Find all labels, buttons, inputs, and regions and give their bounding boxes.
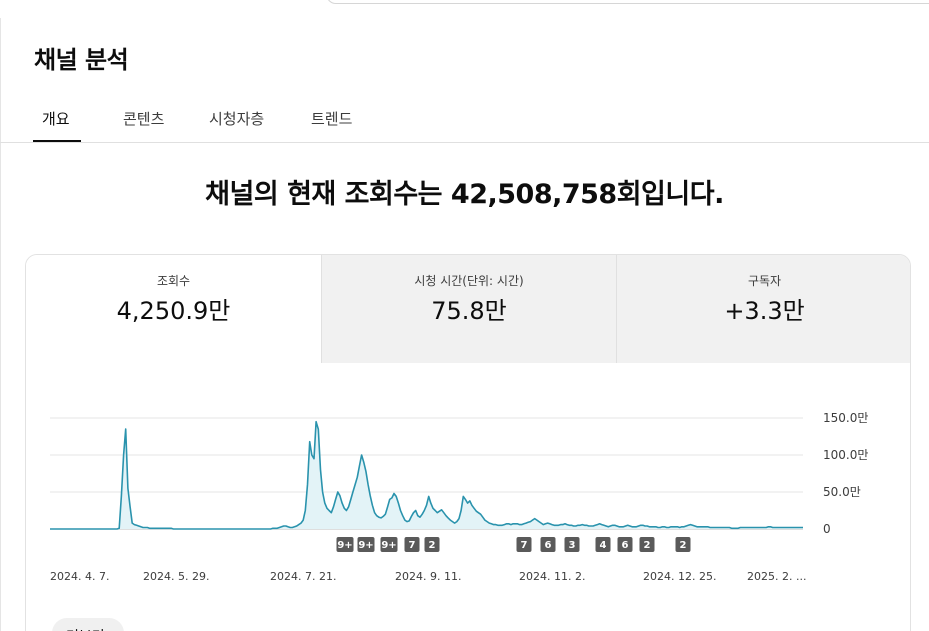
page-title: 채널 분석 <box>34 46 129 74</box>
total-views-headline: 채널의 현재 조회수는 42,508,758회입니다. <box>205 179 724 210</box>
video-marker-box <box>357 537 375 552</box>
x-tick-label: 2024. 5. 29. <box>143 570 209 583</box>
y-tick-label: 0 <box>823 522 831 536</box>
video-marker[interactable]: 6 <box>617 537 633 552</box>
video-marker[interactable]: 2 <box>639 537 655 552</box>
video-marker-box <box>336 537 354 552</box>
video-marker-label: 9+ <box>337 540 352 551</box>
x-tick-label: 2025. 2. ... <box>747 570 806 583</box>
tab-content[interactable]: 콘텐츠 <box>123 110 165 128</box>
video-marker-label: 7 <box>409 540 416 551</box>
video-marker-box <box>380 537 398 552</box>
video-marker-label: 2 <box>680 540 687 551</box>
video-marker-label: 2 <box>429 540 436 551</box>
x-tick-label: 2024. 11. 2. <box>519 570 585 583</box>
video-marker-label: 7 <box>521 540 528 551</box>
video-marker-box <box>516 537 532 552</box>
active-tab-indicator <box>33 140 81 142</box>
video-marker-box <box>617 537 633 552</box>
metrics-card: 조회수 4,250.9만 시청 시간(단위: 시간) 75.8만 구독자 +3.… <box>25 254 911 631</box>
y-tick-label: 150.0만 <box>823 411 868 425</box>
video-marker-label: 9+ <box>358 540 373 551</box>
video-marker-box <box>639 537 655 552</box>
video-marker[interactable]: 2 <box>424 537 440 552</box>
video-marker-label: 6 <box>545 540 552 551</box>
top-bar <box>0 0 929 18</box>
video-marker-box <box>595 537 611 552</box>
tab-overview[interactable]: 개요 <box>42 110 70 128</box>
x-tick-label: 2024. 4. 7. <box>50 570 109 583</box>
video-marker-label: 3 <box>569 540 576 551</box>
video-marker-label: 4 <box>600 540 607 551</box>
video-marker-label: 6 <box>622 540 629 551</box>
y-tick-label: 100.0만 <box>823 448 868 462</box>
metric-views-value: 4,250.9만 <box>116 297 231 325</box>
video-marker-box <box>404 537 420 552</box>
video-marker-label: 9+ <box>381 540 396 551</box>
sidebar-divider <box>0 18 1 631</box>
video-marker[interactable]: 4 <box>595 537 611 552</box>
x-tick-label: 2024. 12. 25. <box>643 570 716 583</box>
metric-views[interactable]: 조회수 4,250.9만 <box>26 255 321 363</box>
metric-watch-time-label: 시청 시간(단위: 시간) <box>414 274 524 288</box>
video-marker[interactable]: 2 <box>675 537 691 552</box>
video-marker-label: 2 <box>644 540 651 551</box>
tab-audience[interactable]: 시청자층 <box>209 110 265 128</box>
series-area <box>50 421 803 529</box>
video-marker[interactable]: 9+ <box>380 537 398 552</box>
metric-watch-time-value: 75.8만 <box>431 297 507 325</box>
video-marker-box <box>540 537 556 552</box>
more-button[interactable]: 더보기 <box>52 618 124 631</box>
video-marker[interactable]: 6 <box>540 537 556 552</box>
video-marker[interactable]: 9+ <box>357 537 375 552</box>
tab-trends[interactable]: 트렌드 <box>311 110 353 128</box>
tab-bar: 개요 콘텐츠 시청자층 트렌드 <box>0 100 929 143</box>
metric-subscribers[interactable]: 구독자 +3.3만 <box>616 255 910 363</box>
metric-subscribers-value: +3.3만 <box>724 297 805 325</box>
metric-views-label: 조회수 <box>156 274 191 288</box>
y-tick-label: 50.0만 <box>823 485 861 499</box>
video-marker-box <box>424 537 440 552</box>
video-marker[interactable]: 7 <box>404 537 420 552</box>
metric-watch-time[interactable]: 시청 시간(단위: 시간) 75.8만 <box>321 255 616 363</box>
video-marker[interactable]: 9+ <box>336 537 354 552</box>
x-tick-label: 2024. 7. 21. <box>270 570 336 583</box>
video-marker-box <box>564 537 580 552</box>
video-marker[interactable]: 7 <box>516 537 532 552</box>
series-line <box>50 420 803 530</box>
video-marker[interactable]: 3 <box>564 537 580 552</box>
metric-subscribers-label: 구독자 <box>747 274 782 288</box>
video-marker-box <box>675 537 691 552</box>
x-tick-label: 2024. 9. 11. <box>395 570 461 583</box>
